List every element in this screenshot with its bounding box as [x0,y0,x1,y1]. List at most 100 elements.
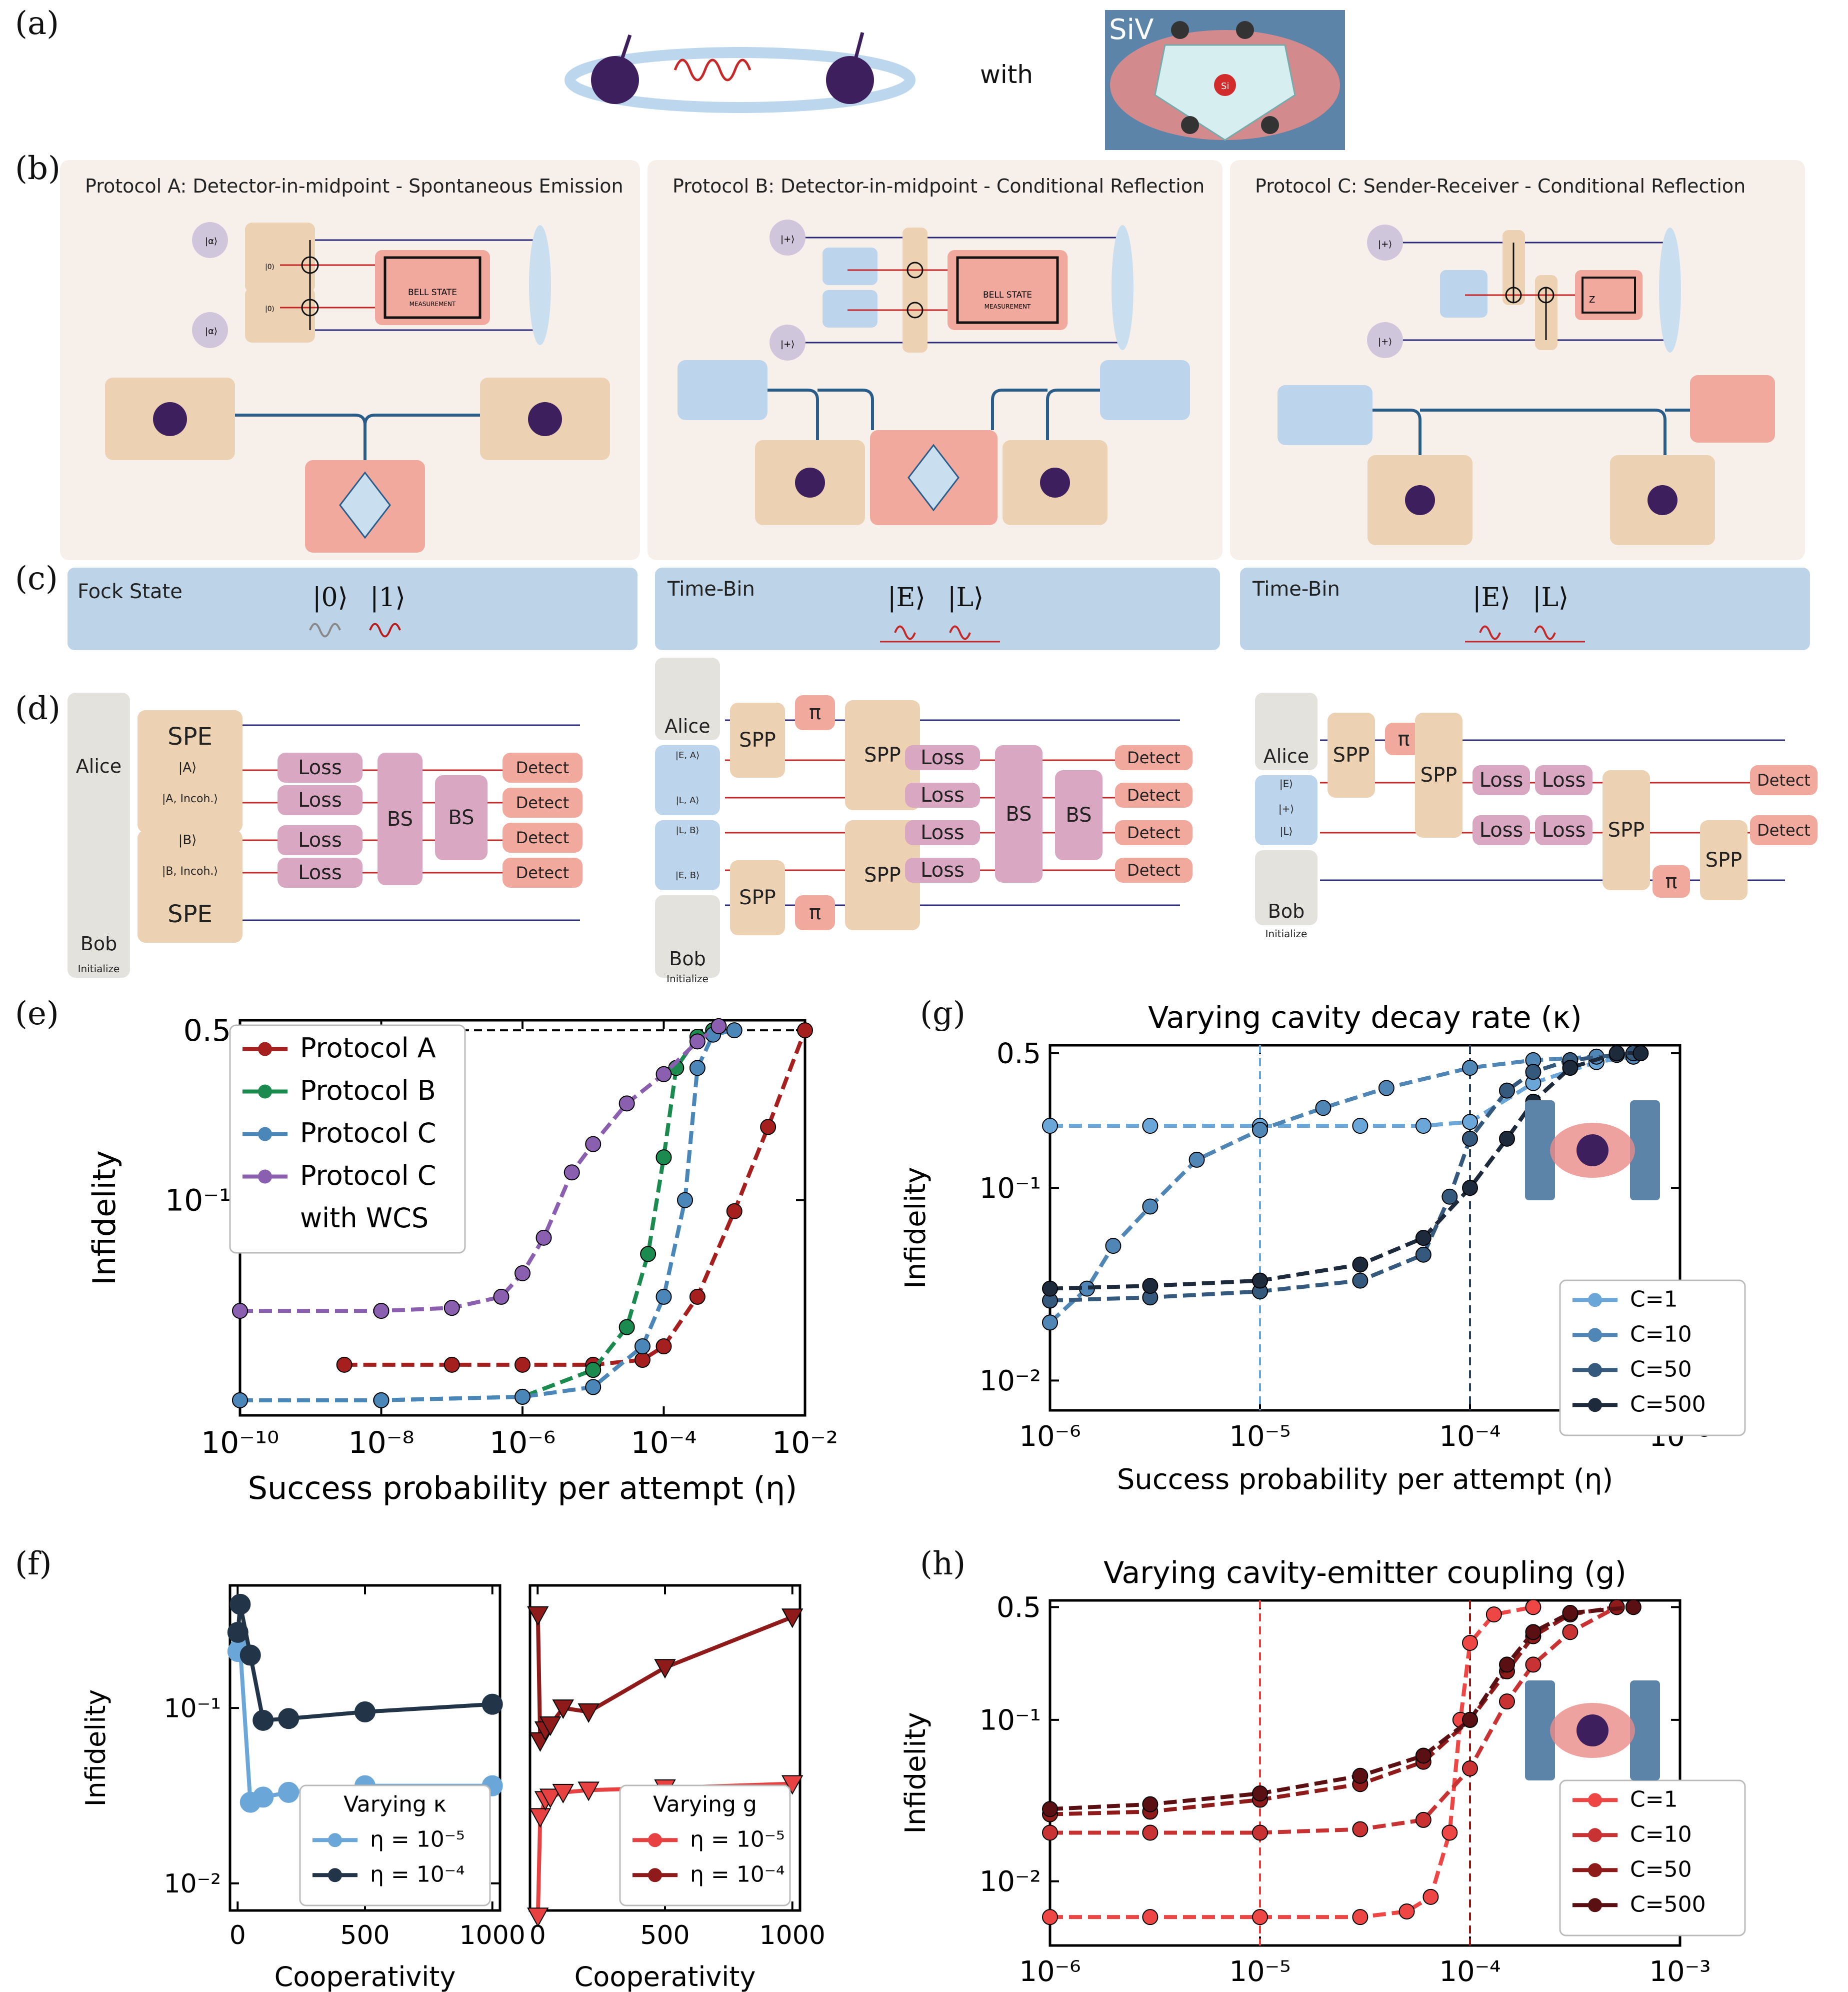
legend-label: C=500 [1630,1392,1706,1417]
data-point [677,1192,694,1208]
panel-label-h: (h) [920,1545,966,1582]
spe-box-bob [138,830,242,943]
data-point [1415,1246,1432,1263]
data-point [536,1229,552,1246]
svg-text:|+⟩: |+⟩ [780,234,794,245]
legend-swatch-marker [1588,1398,1602,1412]
data-point [227,1621,248,1643]
chart-title: Varying cavity-emitter coupling (g) [1104,1555,1626,1590]
data-point [634,1352,650,1368]
svg-text:|+⟩: |+⟩ [780,339,794,350]
spp-box-c1: SPP [1328,713,1375,798]
x-tick-label: 10⁻⁴ [1439,1420,1500,1453]
data-point [514,1265,530,1281]
svg-text:|+⟩: |+⟩ [1378,239,1392,250]
data-point [232,1392,248,1408]
time-bin-c-pulses [1465,625,1585,643]
bob-box-b [655,895,720,978]
x-tick-label: 10⁻³ [1649,1955,1710,1988]
data-point [232,1303,248,1319]
data-point [540,1788,562,1808]
x-tick-label: 500 [640,1920,690,1950]
spp-box-c3: SPP [1602,770,1650,890]
svg-text:BELL STATE: BELL STATE [408,288,457,298]
legend-label: Protocol B [300,1075,436,1106]
legend-label: Protocol A [300,1032,436,1064]
y-axis-label: Infidelity [86,1150,122,1285]
spp-box-b1: SPP [730,703,785,778]
loss-box-c4: Loss [1535,815,1592,845]
protocol-c-schematic: Z |+⟩ |+⟩ [1278,225,1775,545]
legend-label: C=1 [1630,1287,1678,1312]
data-point [726,1203,742,1219]
cavity-mirror-left-icon [1525,1100,1555,1200]
initialize-label-c: Initialize [1265,928,1308,940]
ket-a-incoh: |A, Incoh.⟩ [162,793,218,805]
data-point [278,1708,300,1729]
data-point [782,1775,804,1795]
data-point [1042,1118,1058,1134]
data-point [689,1060,706,1076]
loss-box-a3: Loss [278,825,362,855]
data-point [1525,1624,1542,1640]
data-point [540,1716,562,1736]
data-point [1315,1100,1332,1116]
spe-box-alice [138,710,242,833]
data-point [1562,1605,1578,1621]
data-point [1142,1118,1158,1134]
protocol-a-schematic: BELL STATE MEASUREMENT |α⟩ |α⟩ |0⟩ |0⟩ [105,222,610,553]
data-point [656,1338,672,1355]
svg-text:BELL STATE: BELL STATE [983,290,1032,300]
legend-swatch-marker [1588,1898,1602,1912]
data-point [552,1783,574,1803]
data-point [782,1608,804,1628]
x-tick-label: 500 [340,1920,390,1950]
legend-swatch-marker [1588,1363,1602,1377]
data-point [1498,1693,1515,1710]
bob-label-c: Bob [1268,900,1305,922]
data-point [689,1033,706,1050]
loss-box-b4: Loss [905,858,980,883]
data-point [336,1356,352,1373]
x-tick-label: 10⁻¹⁰ [201,1425,279,1460]
legend-label: C=50 [1630,1357,1692,1382]
data-point [1442,1188,1458,1205]
data-point [1462,1180,1478,1196]
data-point [1378,1080,1394,1096]
legend-swatch-marker [258,1127,272,1141]
svg-text:|α⟩: |α⟩ [205,236,218,247]
data-point [1352,1767,1368,1784]
x-tick-label: 1000 [460,1920,526,1950]
data-point [1142,1198,1158,1215]
loss-box-b1: Loss [905,745,980,770]
data-point [656,1288,672,1305]
data-point [797,1022,813,1039]
panel-label-a: (a) [15,5,60,42]
legend-label: η = 10⁻⁵ [690,1827,785,1852]
time-bin-band-b [655,568,1220,650]
series-line [1048,1054,1634,1324]
y-axis-label: Infidelity [900,1167,932,1289]
x-tick-label: 10⁻⁶ [1019,1955,1080,1988]
data-point [1105,1238,1122,1254]
time-bin-b-box [655,820,720,890]
spp-box-c4: SPP [1700,820,1748,900]
data-point [444,1356,460,1373]
detect-box-a1: Detect [502,753,582,783]
legend-title: Varying κ [344,1792,446,1817]
data-point [552,1699,574,1719]
legend-swatch-marker [258,1084,272,1099]
detect-box-b4: Detect [1115,858,1192,883]
data-point [240,1644,261,1666]
y-tick-label: 10⁻¹ [164,1693,221,1723]
pi-box-b1: π [795,695,835,730]
data-point [1415,1811,1432,1828]
panel-label-c: (c) [15,560,58,597]
entangled-spins-illustration [564,32,916,113]
legend-swatch-marker [1588,1793,1602,1807]
data-point [1415,1230,1432,1246]
initialize-label-b: Initialize [666,973,708,985]
fock-ket-1: |1⟩ [370,583,406,613]
data-point [1486,1606,1502,1623]
